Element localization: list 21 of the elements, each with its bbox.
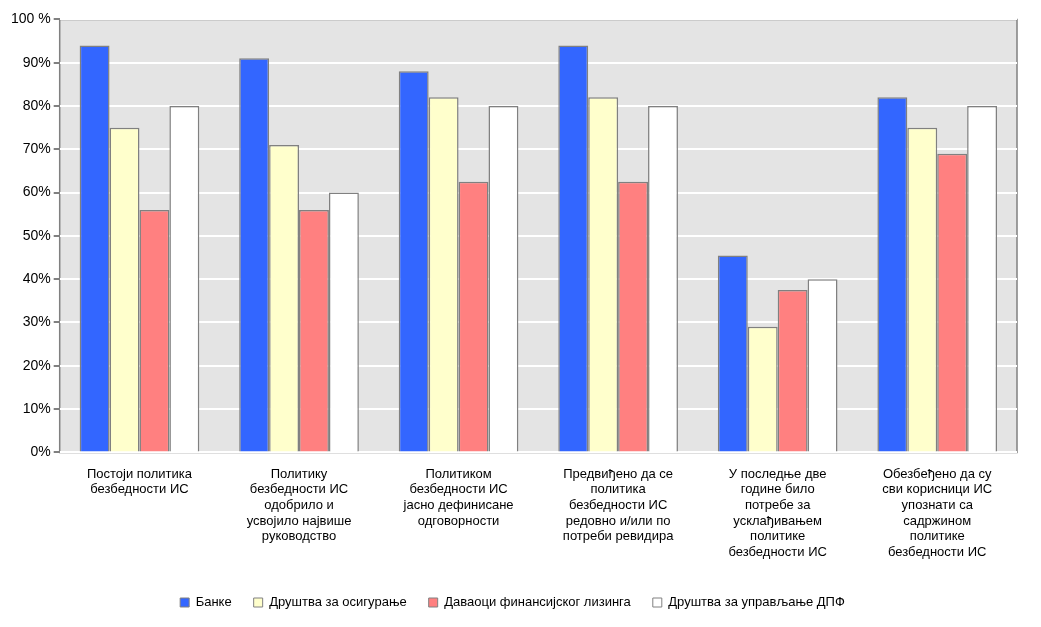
legend-label: Банке — [195, 594, 232, 610]
y-tick-label: 60% — [22, 183, 51, 200]
y-tick-label: 0% — [30, 443, 51, 460]
y-tick-label: 70% — [22, 140, 51, 157]
y-tick-label: 30% — [22, 313, 51, 330]
y-tick-label: 50% — [22, 226, 51, 243]
legend-label: Даваоци финансијског лизинга — [444, 594, 632, 610]
y-tick-label: 40% — [22, 270, 51, 287]
x-tick-label: Предвиђено да се политика безбедности ИС редовно и/или по потреби ревидира — [562, 465, 675, 544]
legend-label: Друштва за осигурање — [269, 594, 407, 610]
y-tick-label: 90% — [22, 53, 51, 70]
x-tick-label: Постоји политика безбедности ИС — [86, 465, 193, 497]
x-tick-label: У последње две године било потребе за усклађивањем политике безбедности ИС — [728, 465, 827, 559]
x-tick-label: Политику безбедности ИС одобрило и усвојило највише руководство — [246, 465, 352, 544]
y-tick-label: 100 % — [10, 10, 51, 27]
legend-label: Друштва за управљање ДПФ — [668, 594, 845, 610]
y-tick-label: 20% — [22, 356, 51, 373]
y-tick-label: 80% — [22, 96, 51, 113]
y-tick-label: 10% — [22, 399, 51, 416]
x-tick-label: Обезбеђено да су сви корисници ИС упознати са садржином политике безбедности ИС — [882, 465, 993, 559]
x-tick-label: Политиком безбедности ИС јасно дефинисане одговорности — [402, 465, 514, 528]
